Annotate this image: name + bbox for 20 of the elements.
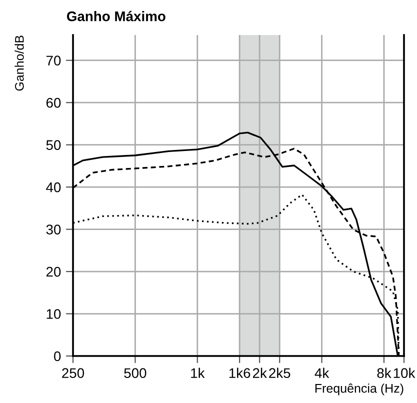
- x-tick-label: 1k6: [229, 368, 250, 378]
- chart-title: Ganho Máximo: [66, 10, 166, 22]
- y-tick-label: 40: [46, 182, 61, 192]
- y-tick-label: 30: [46, 224, 61, 234]
- y-tick-label: 70: [46, 56, 61, 66]
- x-tick-label: 2k5: [269, 368, 290, 378]
- y-tick-label: 10: [46, 309, 61, 319]
- y-tick-label: 50: [46, 140, 61, 150]
- y-tick-label: 20: [46, 266, 61, 277]
- y-tick-label: 0: [54, 351, 61, 362]
- x-tick-label: 250: [62, 368, 84, 378]
- y-tick-label: 60: [46, 98, 61, 108]
- x-tick-label: 1k: [191, 368, 205, 378]
- x-tick-label: 500: [124, 368, 146, 378]
- y-axis-title: Ganho/dB: [14, 36, 24, 91]
- x-tick-label: 8k: [377, 368, 392, 378]
- x-tick-label: 10k: [394, 368, 416, 378]
- x-tick-label: 4k: [314, 368, 330, 378]
- x-tick-label: 2k: [252, 368, 267, 378]
- x-axis-title: Frequência (Hz): [315, 384, 404, 396]
